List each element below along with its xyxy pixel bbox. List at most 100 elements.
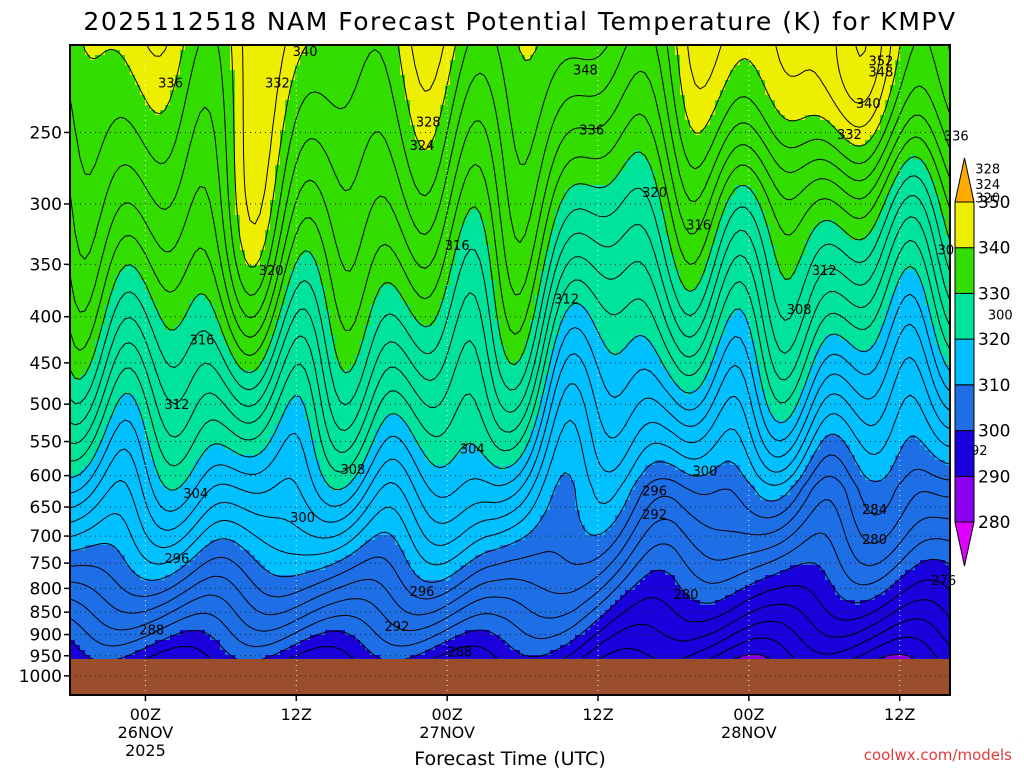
- theta-fill-cell: [320, 60, 326, 66]
- theta-fill-cell: [665, 55, 671, 61]
- theta-fill-cell: [435, 155, 441, 161]
- theta-fill-cell: [235, 65, 241, 71]
- theta-fill-cell: [535, 145, 541, 151]
- theta-fill-cell: [205, 60, 211, 66]
- theta-fill-cell: [385, 105, 391, 111]
- theta-fill-cell: [325, 170, 331, 176]
- theta-fill-cell: [350, 55, 356, 61]
- theta-fill-cell: [775, 125, 781, 131]
- theta-fill-cell: [345, 50, 351, 56]
- theta-fill-cell: [85, 80, 91, 86]
- theta-fill-cell: [745, 85, 751, 91]
- theta-fill-cell: [85, 110, 91, 116]
- theta-fill-cell: [805, 60, 811, 66]
- theta-fill-cell: [735, 180, 741, 186]
- theta-fill-cell: [375, 95, 381, 101]
- theta-fill-cell: [840, 165, 846, 171]
- theta-fill-cell: [95, 185, 101, 191]
- theta-fill-cell: [285, 135, 291, 141]
- theta-fill-cell: [485, 105, 491, 111]
- theta-fill-cell: [80, 180, 86, 186]
- theta-fill-cell: [745, 65, 751, 71]
- theta-fill-cell: [930, 70, 936, 76]
- theta-fill-cell: [355, 60, 361, 66]
- theta-fill-cell: [775, 165, 781, 171]
- theta-fill-cell: [205, 75, 211, 81]
- theta-fill-cell: [175, 175, 181, 181]
- theta-fill-cell: [290, 65, 296, 71]
- theta-fill-cell: [910, 100, 916, 106]
- theta-fill-cell: [130, 185, 136, 191]
- theta-fill-cell: [600, 150, 606, 156]
- theta-fill-cell: [255, 100, 261, 106]
- theta-fill-cell: [835, 175, 841, 181]
- theta-fill-cell: [365, 175, 371, 181]
- theta-fill-cell: [760, 95, 766, 101]
- theta-fill-cell: [840, 70, 846, 76]
- theta-fill-cell: [235, 50, 241, 56]
- theta-fill-cell: [810, 125, 816, 131]
- theta-fill-cell: [190, 160, 196, 166]
- theta-fill-cell: [650, 145, 656, 151]
- theta-fill-cell: [470, 115, 476, 121]
- theta-fill-cell: [120, 185, 126, 191]
- theta-fill-cell: [225, 160, 231, 166]
- theta-fill-cell: [850, 150, 856, 156]
- theta-fill-cell: [390, 115, 396, 121]
- theta-fill-cell: [650, 55, 656, 61]
- theta-fill-cell: [550, 180, 556, 186]
- theta-fill-cell: [445, 95, 451, 101]
- theta-fill-cell: [765, 80, 771, 86]
- theta-fill-cell: [100, 115, 106, 121]
- theta-fill-cell: [190, 80, 196, 86]
- theta-fill-cell: [110, 185, 116, 191]
- theta-fill-cell: [210, 140, 216, 146]
- theta-fill-cell: [390, 175, 396, 181]
- theta-fill-cell: [805, 155, 811, 161]
- theta-fill-cell: [610, 170, 616, 176]
- theta-fill-cell: [230, 105, 236, 111]
- theta-fill-cell: [520, 125, 526, 131]
- theta-fill-cell: [705, 55, 711, 61]
- theta-fill-cell: [510, 105, 516, 111]
- theta-fill-cell: [680, 120, 686, 126]
- theta-fill-cell: [755, 140, 761, 146]
- theta-fill-cell: [480, 60, 486, 66]
- theta-fill-cell: [365, 120, 371, 126]
- theta-fill-cell: [650, 50, 656, 56]
- theta-fill-cell: [815, 95, 821, 101]
- theta-fill-cell: [625, 140, 631, 146]
- theta-fill-cell: [435, 90, 441, 96]
- theta-fill-cell: [775, 115, 781, 121]
- theta-fill-cell: [270, 95, 276, 101]
- theta-fill-cell: [380, 120, 386, 126]
- theta-fill-cell: [505, 170, 511, 176]
- theta-fill-cell: [250, 100, 256, 106]
- theta-fill-cell: [275, 110, 281, 116]
- theta-fill-cell: [240, 140, 246, 146]
- theta-fill-cell: [715, 80, 721, 86]
- theta-fill-cell: [235, 120, 241, 126]
- theta-fill-cell: [750, 80, 756, 86]
- theta-fill-cell: [855, 85, 861, 91]
- theta-fill-cell: [370, 125, 376, 131]
- theta-fill-cell: [230, 135, 236, 141]
- theta-fill-cell: [310, 175, 316, 181]
- theta-fill-cell: [915, 70, 921, 76]
- theta-fill-cell: [495, 100, 501, 106]
- theta-fill-cell: [300, 90, 306, 96]
- theta-fill-cell: [320, 185, 326, 191]
- theta-fill-cell: [465, 160, 471, 166]
- theta-fill-cell: [600, 145, 606, 151]
- theta-fill-cell: [95, 110, 101, 116]
- theta-fill-cell: [155, 50, 161, 56]
- theta-fill-cell: [155, 60, 161, 66]
- theta-fill-cell: [200, 60, 206, 66]
- theta-fill-cell: [725, 115, 731, 121]
- theta-fill-cell: [565, 150, 571, 156]
- theta-fill-cell: [560, 85, 566, 91]
- theta-fill-cell: [310, 115, 316, 121]
- theta-fill-cell: [530, 115, 536, 121]
- theta-fill-cell: [655, 170, 661, 176]
- theta-fill-cell: [865, 165, 871, 171]
